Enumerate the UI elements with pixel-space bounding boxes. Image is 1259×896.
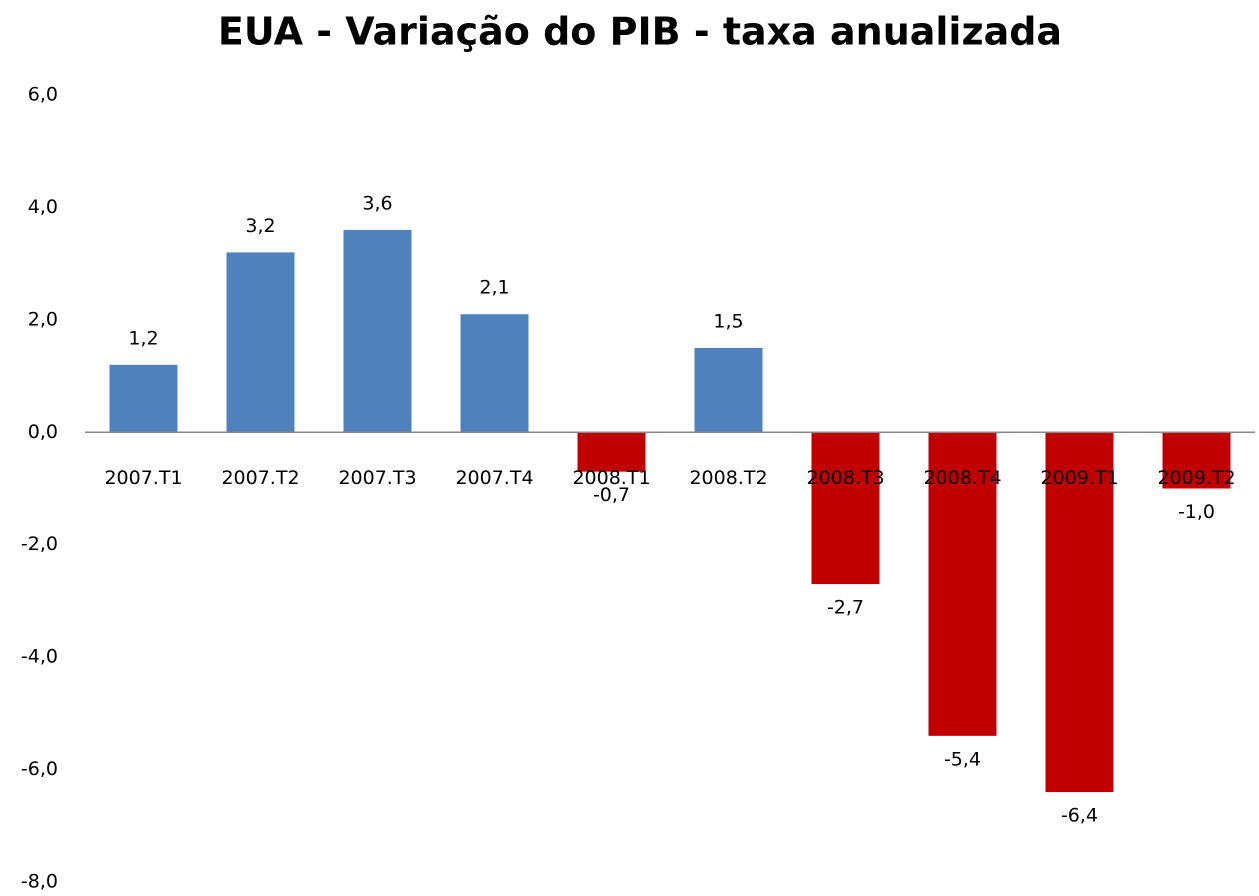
y-tick-label: -6,0: [21, 758, 58, 780]
y-tick-label: 4,0: [28, 196, 58, 218]
bar: [226, 252, 295, 433]
bar: [928, 432, 997, 736]
x-tick-label: 2007.T2: [221, 467, 299, 489]
bar: [577, 432, 646, 472]
x-tick-label: 2009.T2: [1157, 467, 1235, 489]
data-label: 2,1: [479, 277, 509, 299]
data-label: 1,5: [713, 310, 743, 332]
bar: [343, 229, 412, 433]
data-label: -5,4: [944, 748, 981, 770]
data-label: -2,7: [827, 597, 864, 619]
x-tick-label: 2009.T1: [1040, 467, 1118, 489]
data-label: -0,7: [593, 484, 630, 506]
bar: [694, 347, 763, 433]
x-tick-label: 2008.T3: [806, 467, 884, 489]
data-label: 1,2: [128, 327, 158, 349]
y-tick-label: 0,0: [28, 421, 58, 443]
x-tick-label: 2008.T1: [572, 467, 650, 489]
bar: [109, 364, 178, 433]
x-tick-label: 2008.T2: [689, 467, 767, 489]
bar: [1162, 432, 1231, 489]
y-tick-label: -2,0: [21, 533, 58, 555]
x-tick-label: 2007.T4: [455, 467, 533, 489]
x-tick-label: 2008.T4: [923, 467, 1001, 489]
y-tick-label: -8,0: [21, 871, 58, 893]
x-tick-label: 2007.T3: [338, 467, 416, 489]
bar: [460, 314, 529, 433]
data-label: -6,4: [1061, 805, 1098, 827]
data-label: 3,6: [362, 192, 392, 214]
chart-title: EUA - Variação do PIB - taxa anualizada: [218, 10, 1062, 54]
x-tick-label: 2007.T1: [104, 467, 182, 489]
bar: [1045, 432, 1114, 793]
data-label: 3,2: [245, 215, 275, 237]
bar: [811, 432, 880, 585]
data-label: -1,0: [1178, 501, 1215, 523]
y-tick-label: 6,0: [28, 84, 58, 106]
y-tick-label: -4,0: [21, 646, 58, 668]
y-tick-label: 2,0: [28, 308, 58, 330]
